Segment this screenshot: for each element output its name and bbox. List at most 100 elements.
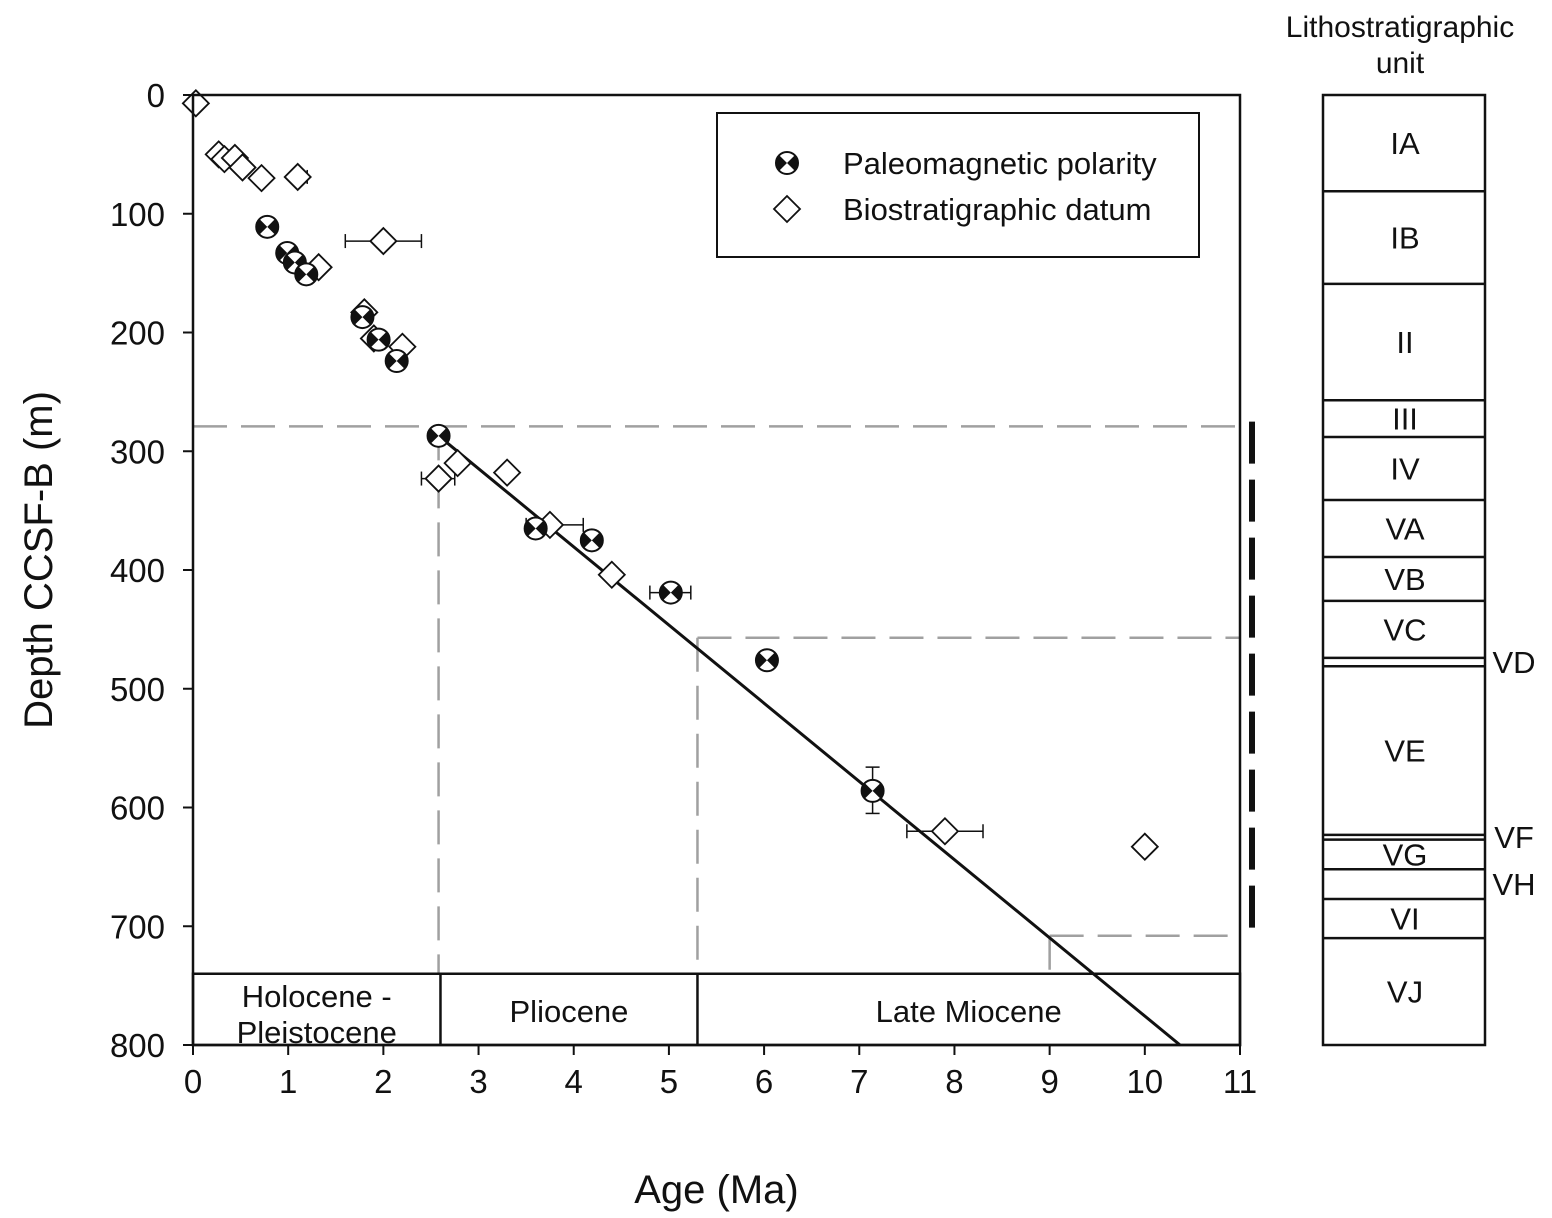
marker-fill-left <box>659 584 671 601</box>
marker-fill-right <box>787 155 799 171</box>
paleomagnetic-point <box>426 423 451 448</box>
litho-unit-label: VE <box>1384 734 1425 769</box>
y-tick-label: 700 <box>110 908 165 945</box>
trend-line-group <box>437 434 1181 1047</box>
paleomagnetic-point <box>366 327 391 352</box>
legend-label: Biostratigraphic datum <box>843 192 1151 227</box>
litho-unit-label: VH <box>1492 867 1535 902</box>
marker-fill-left <box>256 219 268 235</box>
legend-biostratigraphic-marker <box>772 194 802 224</box>
marker-fill-left <box>385 353 397 369</box>
paleomagnetic-point <box>294 262 319 287</box>
litho-column: LithostratigraphicunitIAIBIIIIIIVVAVBVCV… <box>1286 11 1536 1047</box>
litho-unit-label: IV <box>1390 451 1420 486</box>
litho-column-title: unit <box>1376 47 1425 80</box>
legend-label: Paleomagnetic polarity <box>843 146 1157 181</box>
epoch-label: Pliocene <box>510 994 629 1029</box>
marker-fill-left <box>580 532 592 549</box>
biostratigraphic-point <box>369 226 398 256</box>
x-tick-label: 9 <box>1040 1063 1058 1100</box>
y-tick-label: 500 <box>110 671 165 708</box>
biostratigraphic-point <box>597 560 627 590</box>
x-tick-label: 1 <box>279 1063 297 1100</box>
litho-unit-label: VB <box>1384 562 1425 597</box>
legend: Paleomagnetic polarity Biostratigraphic d… <box>716 112 1200 258</box>
paleomagnetic-point <box>523 516 548 541</box>
marker-fill-left <box>524 520 536 537</box>
marker-fill-right <box>591 532 603 549</box>
marker-fill-right <box>396 353 408 369</box>
marker-fill-left <box>351 309 363 325</box>
biostratigraphic-point <box>228 153 257 182</box>
biostratigraphic-point <box>492 458 522 487</box>
dashed-guides <box>193 425 1240 1045</box>
y-axis-label: Depth CCSF-B (m) <box>17 391 61 729</box>
legend-box <box>716 112 1200 258</box>
paleomagnetic-point <box>658 580 683 605</box>
y-tick-label: 400 <box>110 552 165 589</box>
x-tick-label: 10 <box>1126 1063 1163 1100</box>
marker-fill-right <box>306 266 318 283</box>
biostratigraphic-point <box>930 816 960 846</box>
x-tick-label: 0 <box>184 1063 202 1100</box>
biostratigraphic-point <box>181 89 211 118</box>
litho-unit-label: IB <box>1390 221 1419 256</box>
litho-unit-label: VF <box>1494 820 1534 855</box>
biostratigraphic-point <box>1130 832 1160 861</box>
epoch-label: Holocene - <box>242 979 392 1014</box>
data-points <box>181 89 1160 861</box>
litho-unit-label: VG <box>1383 837 1428 872</box>
y-tick-label: 800 <box>110 1027 165 1064</box>
litho-unit-label: VA <box>1385 511 1424 546</box>
x-tick-label: 5 <box>660 1063 678 1100</box>
litho-unit-label: VC <box>1383 612 1426 647</box>
marker-fill-left <box>775 155 787 171</box>
marker-fill-right <box>267 219 279 235</box>
marker-fill-right <box>670 584 682 601</box>
paleomagnetic-point <box>350 305 375 330</box>
marker-fill-left <box>367 331 379 348</box>
marker-fill-right <box>378 331 390 348</box>
litho-unit-label: VI <box>1390 902 1419 937</box>
x-tick-label: 2 <box>374 1063 392 1100</box>
x-axis-label: Age (Ma) <box>634 1168 799 1212</box>
x-tick-label: 3 <box>469 1063 487 1100</box>
marker-fill-right <box>535 520 547 537</box>
paleomagnetic-point <box>255 214 280 239</box>
paleomagnetic-point <box>860 778 885 803</box>
trend-line <box>437 434 1181 1047</box>
biostratigraphic-point <box>424 464 453 493</box>
biostratigraphic-point <box>283 162 312 192</box>
y-tick-label: 0 <box>147 77 165 114</box>
marker-fill-left <box>283 254 295 271</box>
litho-unit-label: VD <box>1492 645 1535 680</box>
paleomagnetic-point <box>754 648 779 673</box>
marker-fill-right <box>438 428 450 444</box>
litho-column-title: Lithostratigraphic <box>1286 11 1514 44</box>
biostratigraphic-point <box>443 448 472 478</box>
y-tick-label: 200 <box>110 315 165 352</box>
paleomagnetic-point <box>579 528 604 553</box>
litho-unit-label: VJ <box>1387 975 1423 1010</box>
epoch-label: Late Miocene <box>876 994 1062 1029</box>
x-tick-label: 4 <box>565 1063 583 1100</box>
y-tick-label: 100 <box>110 196 165 233</box>
paleomagnetic-point <box>384 349 409 373</box>
marker-fill-right <box>766 652 779 669</box>
litho-unit-label: III <box>1392 402 1418 437</box>
legend-paleomagnetic-marker <box>775 151 799 175</box>
y-tick-label: 600 <box>110 790 165 827</box>
marker-fill-left <box>276 245 288 261</box>
biostratigraphic-point <box>247 163 276 193</box>
y-tick-label: 300 <box>110 433 165 470</box>
x-tick-label: 7 <box>850 1063 868 1100</box>
litho-unit-label: IA <box>1390 126 1420 161</box>
epoch-band-box <box>191 972 1242 1047</box>
marker-fill-left <box>295 266 307 283</box>
marker-fill-right <box>362 309 374 325</box>
x-tick-label: 6 <box>755 1063 773 1100</box>
x-tick-label: 11 <box>1223 1063 1257 1100</box>
litho-unit-label: II <box>1396 325 1413 360</box>
